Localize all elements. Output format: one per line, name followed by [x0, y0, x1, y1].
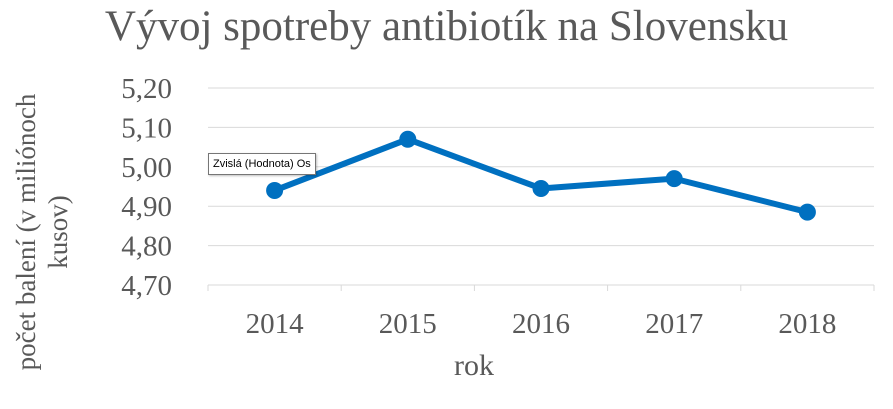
- y-tick-label: 4,70: [121, 270, 172, 302]
- data-point-marker: [266, 181, 284, 199]
- x-axis: [207, 284, 875, 291]
- series-line: [271, 136, 811, 216]
- y-tick-label: 5,00: [121, 152, 172, 184]
- data-point-marker: [665, 170, 683, 188]
- series-layer: [266, 130, 816, 221]
- y-tick-label: 5,10: [121, 112, 172, 144]
- axis-tooltip: Zvislá (Hodnota) Os: [208, 153, 316, 175]
- x-tick-label: 2015: [379, 308, 437, 340]
- chart-title: Vývoj spotreby antibiotík na Slovensku: [104, 3, 789, 50]
- x-tick-label: 2018: [778, 308, 836, 340]
- y-tick-label: 5,20: [121, 73, 172, 105]
- y-tick-label: 4,90: [121, 191, 172, 223]
- data-point-marker: [399, 130, 417, 148]
- x-axis-tick-labels: 2014 2015 2016 2017 2018: [246, 308, 837, 340]
- gridlines: [208, 87, 874, 247]
- data-point-marker: [798, 203, 816, 221]
- x-tick-label: 2017: [645, 308, 703, 340]
- x-tick-label: 2016: [512, 308, 570, 340]
- x-tick-label: 2014: [246, 308, 305, 340]
- y-tick-label: 4,80: [121, 231, 172, 263]
- y-axis-tick-labels: 4,70 4,80 4,90 5,00 5,10 5,20: [121, 73, 172, 302]
- data-point-marker: [532, 179, 550, 197]
- x-axis-title: rok: [454, 349, 494, 382]
